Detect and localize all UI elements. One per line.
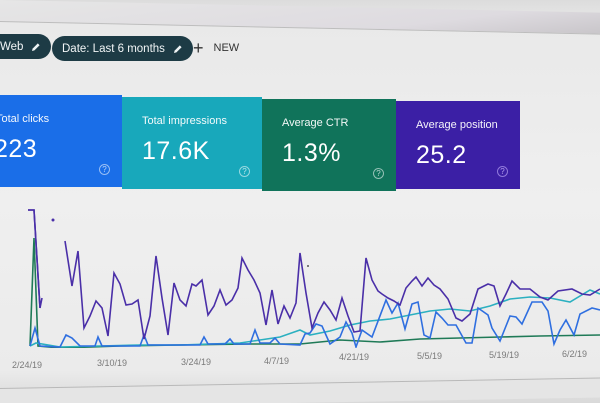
help-icon[interactable]: ? xyxy=(373,168,384,179)
series-position-point xyxy=(51,218,55,222)
series-position-line-segment xyxy=(28,209,600,340)
metric-label: Total clicks xyxy=(0,113,50,125)
x-tick: 4/7/19 xyxy=(264,356,290,366)
metric-card-average-position[interactable]: Average position 25.2 ? xyxy=(396,101,520,189)
x-tick: 3/10/19 xyxy=(97,358,128,368)
filter-bar: Web Date: Last 6 months + NEW xyxy=(0,34,600,62)
pencil-icon xyxy=(173,44,182,53)
metric-cards: Total clicks 223 ? Total impressions 17.… xyxy=(0,95,600,191)
metric-card-total-impressions[interactable]: Total impressions 17.6K ? xyxy=(122,97,262,189)
metric-label: Average CTR xyxy=(282,117,349,129)
metric-label: Total impressions xyxy=(142,115,227,127)
new-filter-button[interactable]: + NEW xyxy=(193,39,239,57)
pencil-icon xyxy=(32,42,41,51)
metric-value: 25.2 xyxy=(416,141,467,169)
metric-value: 17.6K xyxy=(142,137,210,165)
help-icon[interactable]: ? xyxy=(239,166,250,177)
filter-chip-date[interactable]: Date: Last 6 months xyxy=(52,36,193,61)
metric-label: Average position xyxy=(416,119,498,131)
x-tick: 4/21/19 xyxy=(339,352,370,362)
chart-x-axis: 2/24/19 3/10/19 3/24/19 4/7/19 4/21/19 5… xyxy=(0,349,600,370)
x-tick: 6/2/19 xyxy=(562,349,588,359)
screen-bottom-bezel xyxy=(0,377,600,403)
new-filter-label: NEW xyxy=(213,42,240,54)
x-tick: 5/19/19 xyxy=(489,350,520,360)
metric-card-average-ctr[interactable]: Average CTR 1.3% ? xyxy=(262,99,396,191)
x-tick: 3/24/19 xyxy=(181,357,212,367)
x-tick: 5/5/19 xyxy=(417,351,443,361)
help-icon[interactable]: ? xyxy=(99,164,110,175)
metric-value: 1.3% xyxy=(282,139,341,167)
series-position-point xyxy=(307,265,309,267)
performance-chart-plot xyxy=(28,209,600,348)
metric-card-total-clicks[interactable]: Total clicks 223 ? xyxy=(0,95,122,187)
screen-top-bezel xyxy=(0,0,600,35)
series-ctr-line xyxy=(29,237,600,348)
help-icon[interactable]: ? xyxy=(497,166,508,177)
metric-value: 223 xyxy=(0,135,38,163)
filter-chip-label: Web xyxy=(0,40,24,53)
performance-chart[interactable] xyxy=(0,198,600,348)
filter-chip-search-type[interactable]: Web xyxy=(0,34,52,59)
series-clicks-line xyxy=(29,297,600,348)
filter-chip-label: Date: Last 6 months xyxy=(62,42,165,55)
plus-icon: + xyxy=(193,38,204,58)
x-tick: 2/24/19 xyxy=(12,360,43,370)
